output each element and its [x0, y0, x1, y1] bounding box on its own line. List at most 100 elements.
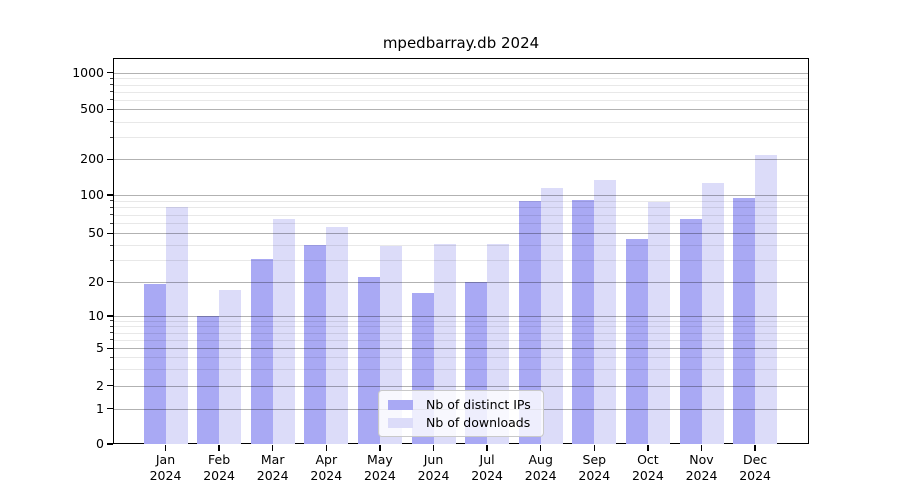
chart-title: mpedbarray.db 2024 [382, 34, 540, 52]
x-tick-label-jul: Jul 2024 [455, 452, 519, 484]
x-label-year: 2024 [524, 468, 557, 483]
y-tick-mark-10 [106, 315, 113, 317]
y-minor-tick-mark-300 [109, 136, 113, 138]
x-tick-mark-sep [593, 444, 595, 451]
y-tick-label-1: 1 [96, 400, 104, 416]
x-label-month: Sep [582, 452, 607, 467]
y-minor-tick-mark-800 [109, 84, 113, 85]
bar-nb-of-distinct-ips-feb [197, 316, 220, 444]
y-minor-tick-mark-6 [109, 339, 113, 341]
x-label-month: Oct [637, 452, 659, 467]
y-minor-tick-mark-400 [109, 121, 113, 122]
y-tick-mark-2 [106, 384, 113, 387]
legend-swatch-nb-of-downloads [388, 417, 413, 428]
x-label-month: Mar [260, 452, 285, 467]
bar-nb-of-distinct-ips-sep [572, 199, 595, 444]
x-label-year: 2024 [578, 468, 611, 483]
legend-item-nb-of-distinct-ips: Nb of distinct IPs [388, 397, 534, 412]
x-tick-mark-nov [700, 444, 703, 451]
x-label-year: 2024 [203, 468, 235, 483]
x-label-year: 2024 [417, 468, 450, 483]
x-tick-label-mar: Mar 2024 [241, 452, 305, 484]
y-tick-mark-200 [106, 158, 113, 160]
x-label-year: 2024 [363, 468, 396, 483]
y-minor-tick-mark-900 [109, 77, 113, 79]
bar-nb-of-distinct-ips-oct [625, 238, 648, 444]
y-tick-label-50: 50 [88, 225, 104, 241]
y-minor-tick-mark-70 [109, 214, 113, 216]
legend-swatch-nb-of-distinct-ips [388, 399, 413, 410]
bar-nb-of-downloads-nov [701, 182, 724, 444]
x-label-month: May [366, 452, 393, 467]
bar-nb-of-distinct-ips-mar [250, 258, 273, 444]
x-label-month: Apr [315, 452, 338, 467]
y-tick-mark-1 [106, 407, 113, 410]
y-minor-tick-mark-90 [109, 200, 113, 202]
y-tick-label-500: 500 [80, 101, 104, 117]
bar-nb-of-downloads-feb [219, 289, 242, 444]
bar-nb-of-downloads-oct [647, 202, 670, 444]
y-minor-tick-mark-40 [109, 244, 113, 246]
y-tick-mark-5 [106, 347, 113, 349]
x-label-month: Dec [742, 452, 768, 467]
legend: Nb of distinct IPs Nb of downloads [378, 390, 544, 437]
legend-label-nb-of-distinct-ips: Nb of distinct IPs [426, 397, 531, 412]
bar-nb-of-distinct-ips-dec [733, 197, 756, 444]
bar-nb-of-distinct-ips-jan [143, 284, 166, 444]
bar-nb-of-distinct-ips-may [357, 276, 380, 444]
x-tick-label-oct: Oct 2024 [616, 452, 680, 484]
y-minor-tick-mark-7 [109, 332, 113, 334]
bar-nb-of-downloads-mar [272, 218, 295, 444]
y-tick-mark-20 [106, 281, 113, 283]
y-minor-tick-mark-8 [109, 325, 113, 327]
y-tick-label-2: 2 [96, 377, 104, 393]
bar-nb-of-downloads-dec [755, 155, 778, 444]
y-minor-tick-mark-4 [109, 356, 113, 358]
x-tick-mark-jul [486, 444, 488, 451]
y-tick-mark-1000 [106, 72, 113, 74]
x-tick-mark-oct [647, 444, 649, 451]
bar-nb-of-downloads-apr [326, 227, 349, 444]
y-minor-tick-mark-9 [109, 320, 113, 322]
y-tick-label-20: 20 [88, 273, 104, 289]
x-label-month: Nov [689, 452, 714, 467]
x-label-year: 2024 [631, 468, 664, 483]
x-tick-label-may: May 2024 [348, 452, 412, 484]
x-label-month: Jun [423, 452, 444, 467]
legend-item-nb-of-downloads: Nb of downloads [388, 415, 534, 430]
y-tick-label-200: 200 [80, 151, 104, 167]
bar-nb-of-distinct-ips-aug [518, 200, 541, 444]
y-tick-label-0: 0 [96, 436, 104, 451]
x-label-month: Jul [479, 452, 495, 467]
x-label-year: 2024 [149, 468, 182, 483]
x-label-month: Feb [208, 452, 231, 467]
x-tick-mark-feb [218, 444, 220, 451]
x-label-month: Jan [155, 452, 176, 467]
y-tick-label-10: 10 [88, 308, 104, 323]
bar-nb-of-downloads-aug [540, 187, 563, 444]
x-tick-label-jan: Jan 2024 [134, 452, 198, 484]
x-tick-mark-may [379, 444, 381, 451]
x-tick-label-nov: Nov 2024 [670, 452, 734, 484]
y-minor-tick-mark-600 [109, 99, 113, 101]
y-minor-tick-mark-60 [109, 222, 113, 224]
y-tick-label-5: 5 [96, 340, 104, 356]
plot-frame [113, 58, 809, 444]
x-tick-label-feb: Feb 2024 [187, 452, 251, 484]
x-tick-mark-aug [540, 444, 542, 451]
y-minor-tick-mark-30 [109, 259, 113, 261]
y-tick-mark-0 [106, 443, 113, 445]
y-minor-tick-mark-80 [109, 206, 113, 208]
x-tick-label-sep: Sep 2024 [562, 452, 626, 484]
y-tick-label-1000: 1000 [72, 64, 104, 80]
x-label-year: 2024 [471, 468, 503, 483]
x-tick-mark-jun [432, 444, 435, 451]
y-tick-label-100: 100 [80, 187, 104, 202]
x-tick-label-aug: Aug 2024 [509, 452, 573, 484]
x-label-year: 2024 [256, 468, 289, 483]
bar-nb-of-distinct-ips-apr [304, 245, 327, 444]
y-minor-tick-mark-700 [109, 91, 113, 92]
x-label-year: 2024 [310, 468, 343, 483]
x-label-year: 2024 [685, 468, 718, 483]
